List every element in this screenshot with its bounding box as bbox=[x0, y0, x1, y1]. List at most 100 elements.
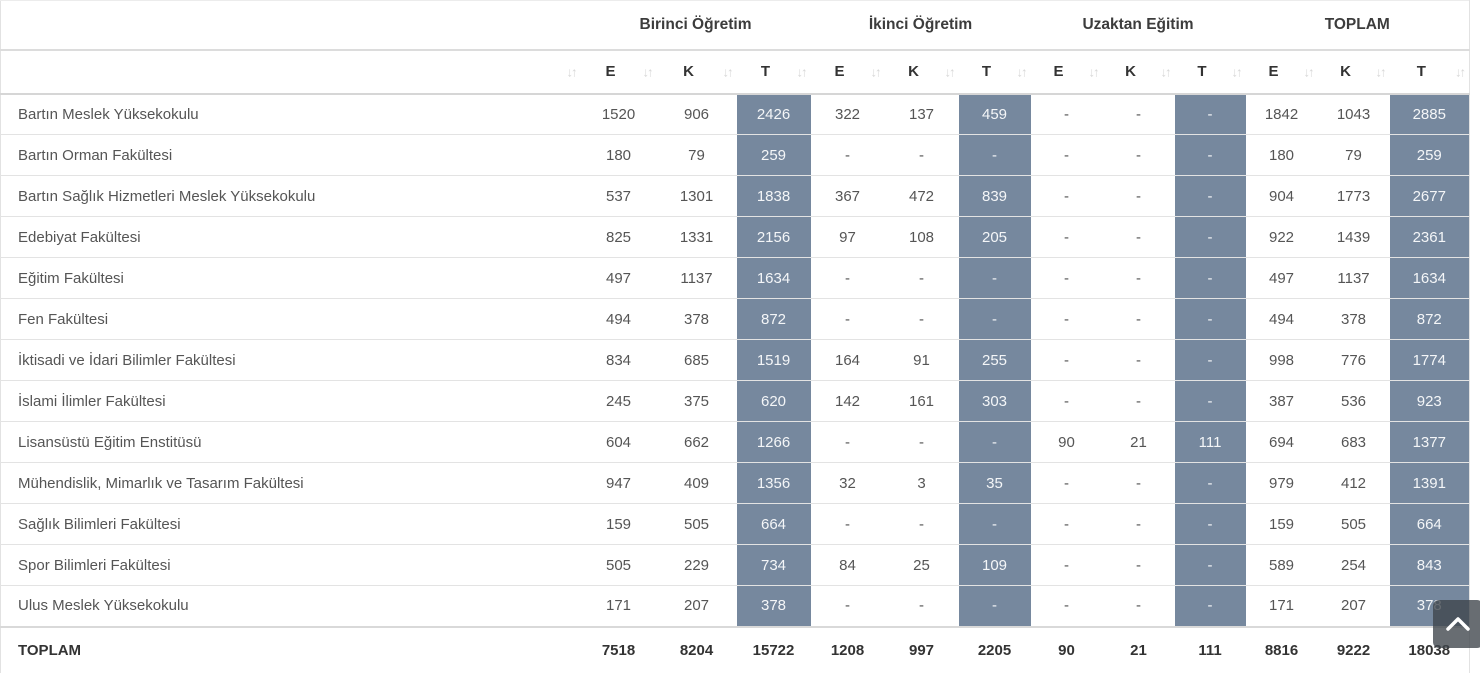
value-cell: 412 bbox=[1317, 462, 1390, 504]
total-cell: 2677 bbox=[1389, 175, 1470, 217]
value-cell: - bbox=[884, 585, 959, 627]
value-cell: 1439 bbox=[1317, 216, 1390, 258]
value-cell: - bbox=[1030, 503, 1103, 545]
value-cell: - bbox=[1102, 503, 1175, 545]
sort-header-ikinci-k[interactable]: K ↓↑ bbox=[884, 49, 959, 95]
total-cell: 872 bbox=[1389, 298, 1470, 340]
total-cell: - bbox=[1174, 93, 1246, 135]
value-cell: - bbox=[1102, 93, 1175, 135]
value-cell: 207 bbox=[1317, 585, 1390, 627]
total-cell: 664 bbox=[1389, 503, 1470, 545]
value-cell: 1137 bbox=[1317, 257, 1390, 299]
value-cell: 25 bbox=[884, 544, 959, 586]
total-cell: - bbox=[1174, 216, 1246, 258]
value-cell: 834 bbox=[580, 339, 657, 381]
row-name-cell: Bartın Sağlık Hizmetleri Meslek Yüksekok… bbox=[0, 175, 581, 217]
value-cell: 245 bbox=[580, 380, 657, 422]
value-cell: 497 bbox=[1245, 257, 1318, 299]
sort-header-toplam-e[interactable]: E ↓↑ bbox=[1245, 49, 1318, 95]
value-cell: - bbox=[1030, 462, 1103, 504]
total-cell: 664 bbox=[736, 503, 811, 545]
sort-header-toplam-t[interactable]: T ↓↑ bbox=[1389, 49, 1470, 95]
sort-header-birinci-t[interactable]: T ↓↑ bbox=[736, 49, 811, 95]
scroll-to-top-button[interactable] bbox=[1433, 600, 1480, 648]
group-header-uzaktan-egitim: Uzaktan Eğitim bbox=[1030, 0, 1246, 51]
value-cell: 494 bbox=[1245, 298, 1318, 340]
value-cell: 171 bbox=[1245, 585, 1318, 627]
total-cell: 2361 bbox=[1389, 216, 1470, 258]
group-header-toplam: TOPLAM bbox=[1245, 0, 1470, 51]
value-cell: - bbox=[1102, 380, 1175, 422]
row-name-cell: Sağlık Bilimleri Fakültesi bbox=[0, 503, 581, 545]
value-cell: 378 bbox=[1317, 298, 1390, 340]
sort-header-ikinci-t[interactable]: T ↓↑ bbox=[958, 49, 1031, 95]
value-cell: 1301 bbox=[656, 175, 737, 217]
value-cell: - bbox=[810, 257, 885, 299]
sort-header-uzaktan-k[interactable]: K ↓↑ bbox=[1102, 49, 1175, 95]
value-cell: 505 bbox=[580, 544, 657, 586]
sort-header-ikinci-e[interactable]: E ↓↑ bbox=[810, 49, 885, 95]
value-cell: - bbox=[1030, 93, 1103, 135]
sort-header-name-column[interactable]: ↓↑ bbox=[0, 49, 581, 95]
table-row: Bartın Sağlık Hizmetleri Meslek Yüksekok… bbox=[0, 175, 1470, 217]
row-name-cell: İslami İlimler Fakültesi bbox=[0, 380, 581, 422]
total-cell: 872 bbox=[736, 298, 811, 340]
total-cell: 2156 bbox=[736, 216, 811, 258]
value-cell: 1137 bbox=[656, 257, 737, 299]
chevron-up-icon bbox=[1446, 617, 1470, 631]
column-label: K bbox=[683, 63, 694, 80]
total-cell: - bbox=[1174, 503, 1246, 545]
total-cell: 35 bbox=[958, 462, 1031, 504]
value-cell: 904 bbox=[1245, 175, 1318, 217]
total-cell: 378 bbox=[736, 585, 811, 627]
total-cell: 923 bbox=[1389, 380, 1470, 422]
column-label: K bbox=[1340, 63, 1351, 80]
value-cell: 537 bbox=[580, 175, 657, 217]
value-cell: - bbox=[1102, 585, 1175, 627]
total-value-cell: 7518 bbox=[580, 625, 657, 673]
group-header-spacer bbox=[0, 0, 581, 51]
value-cell: 662 bbox=[656, 421, 737, 463]
sort-both-icon: ↓↑ bbox=[1303, 64, 1315, 79]
value-cell: 922 bbox=[1245, 216, 1318, 258]
total-cell: 1774 bbox=[1389, 339, 1470, 381]
total-cell: - bbox=[958, 298, 1031, 340]
sort-both-icon: ↓↑ bbox=[642, 64, 654, 79]
value-cell: - bbox=[810, 298, 885, 340]
sort-header-birinci-k[interactable]: K ↓↑ bbox=[656, 49, 737, 95]
value-cell: 1842 bbox=[1245, 93, 1318, 135]
total-cell: 2426 bbox=[736, 93, 811, 135]
column-label: T bbox=[981, 63, 992, 80]
table-row: İslami İlimler Fakültesi 245 375 620 142 161 3… bbox=[0, 380, 1470, 422]
value-cell: 505 bbox=[1317, 503, 1390, 545]
value-cell: 3 bbox=[884, 462, 959, 504]
value-cell: - bbox=[1030, 339, 1103, 381]
sort-header-toplam-k[interactable]: K ↓↑ bbox=[1317, 49, 1390, 95]
table-row: Bartın Meslek Yüksekokulu 1520 906 2426 322 1… bbox=[0, 93, 1470, 135]
sort-header-birinci-e[interactable]: E ↓↑ bbox=[580, 49, 657, 95]
total-cell: 1634 bbox=[1389, 257, 1470, 299]
sort-both-icon: ↓↑ bbox=[1088, 64, 1100, 79]
column-label: T bbox=[760, 63, 771, 80]
value-cell: 1043 bbox=[1317, 93, 1390, 135]
value-cell: 367 bbox=[810, 175, 885, 217]
value-cell: 229 bbox=[656, 544, 737, 586]
total-cell: 259 bbox=[1389, 134, 1470, 176]
total-cell: 205 bbox=[958, 216, 1031, 258]
column-label: T bbox=[1416, 63, 1426, 80]
total-cell: 1266 bbox=[736, 421, 811, 463]
value-cell: 180 bbox=[580, 134, 657, 176]
value-cell: - bbox=[1030, 216, 1103, 258]
value-cell: - bbox=[1102, 175, 1175, 217]
total-cell: 1634 bbox=[736, 257, 811, 299]
value-cell: 375 bbox=[656, 380, 737, 422]
column-label: E bbox=[834, 63, 845, 80]
sort-header-uzaktan-e[interactable]: E ↓↑ bbox=[1030, 49, 1103, 95]
column-label: K bbox=[908, 63, 919, 80]
total-cell: 839 bbox=[958, 175, 1031, 217]
value-cell: 947 bbox=[580, 462, 657, 504]
total-cell: - bbox=[958, 585, 1031, 627]
total-cell: 259 bbox=[736, 134, 811, 176]
sort-header-uzaktan-t[interactable]: T ↓↑ bbox=[1174, 49, 1246, 95]
total-value-cell: 997 bbox=[884, 625, 959, 673]
